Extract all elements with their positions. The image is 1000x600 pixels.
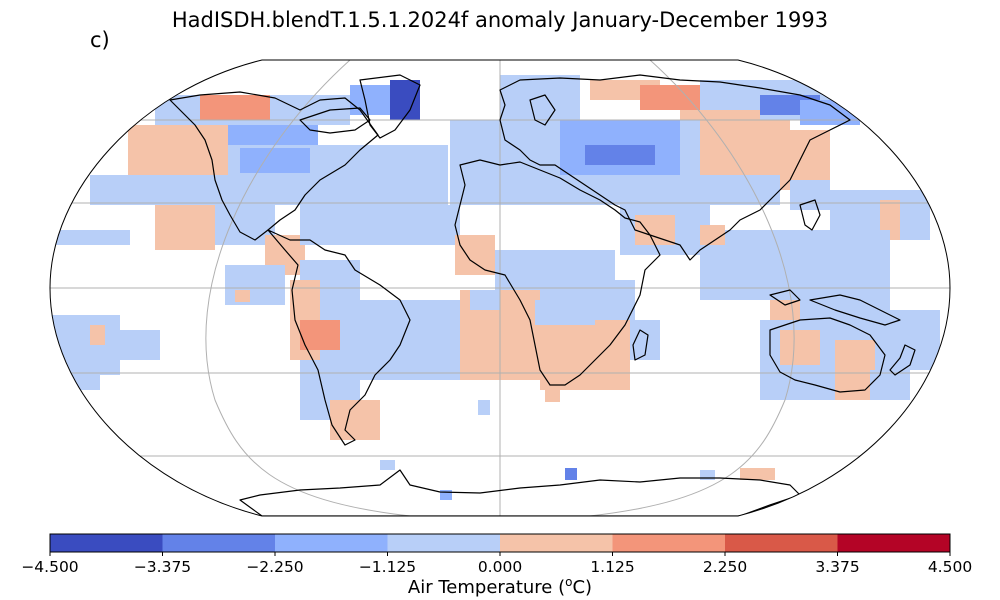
colorbar-tick-label: −3.375 <box>133 558 192 576</box>
colorbar-swatch <box>275 534 388 552</box>
colorbar-label: Air Temperature (oC) <box>407 575 593 598</box>
colorbar-swatch <box>162 534 276 552</box>
colorbar-tick-label: 3.375 <box>815 558 860 576</box>
colorbar-swatch <box>837 534 951 552</box>
colorbar-swatch <box>612 534 726 552</box>
panel-label: c) <box>90 28 110 52</box>
colorbar-tick-label: 4.500 <box>927 558 973 576</box>
map-title: HadISDH.blendT.1.5.1.2024f anomaly Janua… <box>171 8 829 32</box>
colorbar-tick-label: 1.125 <box>590 558 635 576</box>
colorbar <box>50 534 951 552</box>
colorbar-tick-label: −2.250 <box>246 558 304 576</box>
map-boundary <box>49 59 951 517</box>
colorbar-tick-label: 0.000 <box>477 558 523 576</box>
colorbar-swatch <box>500 534 613 552</box>
anomaly-grid-cells <box>50 75 940 500</box>
colorbar-swatch <box>725 534 838 552</box>
colorbar-tick-label: 2.250 <box>702 558 748 576</box>
colorbar-tick-label: −4.500 <box>21 558 79 576</box>
colorbar-swatch <box>387 534 501 552</box>
colorbar-tick-label: −1.125 <box>358 558 417 576</box>
colorbar-swatch <box>50 534 163 552</box>
